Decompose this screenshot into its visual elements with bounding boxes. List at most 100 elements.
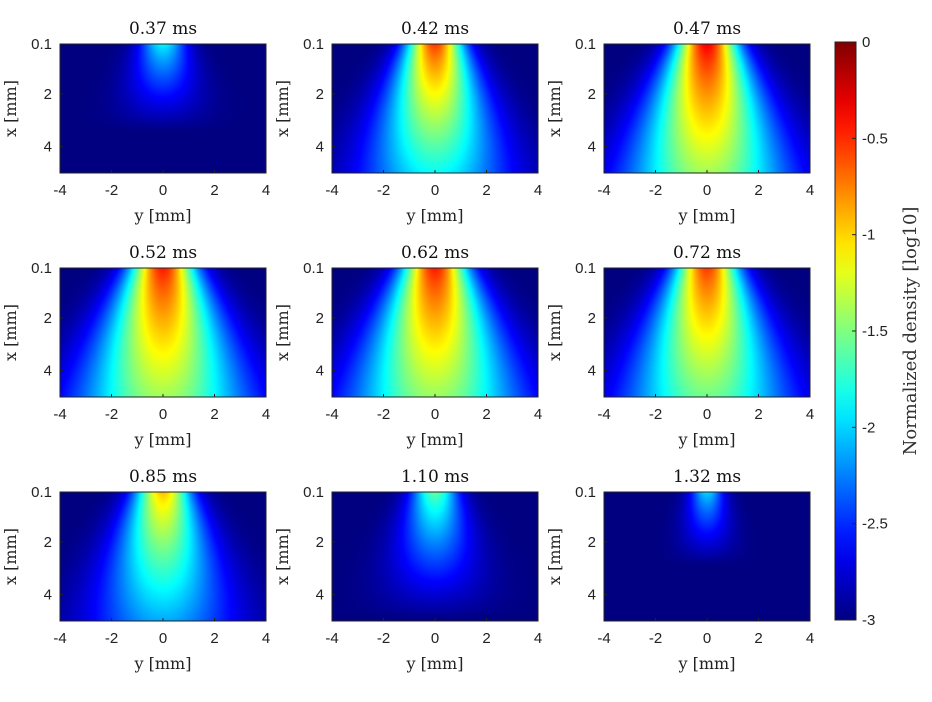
colorbar: 0 -0.5 -1 -1.5 -2 -2.5 -3 Normalized density [l…: [834, 34, 921, 629]
x-tick-label: -4: [325, 182, 338, 199]
x-axis-label: y [mm]: [134, 654, 192, 673]
y-tick-label: 4: [44, 363, 52, 380]
y-tick-label: 2: [316, 310, 324, 327]
y-tick-label: 2: [316, 86, 324, 103]
x-axis-label: y [mm]: [406, 654, 464, 673]
panel-5: 0.62 ms -4 -2 0 2 4 0.1 2 4 y [mm] x [mm]: [273, 243, 542, 449]
x-tick-label: -2: [105, 406, 118, 423]
x-axis-label: y [mm]: [406, 206, 464, 225]
x-axis-label: y [mm]: [678, 206, 736, 225]
panel-title: 0.47 ms: [673, 19, 741, 39]
panel-3: 0.47 ms -4 -2 0 2 4 0.1 2 4 y [mm] x [mm]: [545, 19, 814, 225]
x-tick-label: -2: [377, 630, 390, 647]
y-axis-label: x [mm]: [1, 304, 20, 361]
panel-title: 0.37 ms: [129, 19, 197, 39]
panel-9: 1.32 ms -4 -2 0 2 4 0.1 2 4 y [mm] x [mm]: [545, 467, 814, 673]
x-axis-label: y [mm]: [678, 430, 736, 449]
y-tick-label: 0.1: [303, 36, 324, 53]
y-tick-label: 0.1: [575, 36, 596, 53]
x-tick-label: 0: [703, 182, 711, 199]
x-tick-label: -4: [53, 182, 66, 199]
y-tick-label: 2: [588, 534, 596, 551]
y-tick-label: 2: [588, 310, 596, 327]
y-tick-label: 4: [316, 139, 324, 156]
x-tick-label: 2: [482, 182, 490, 199]
x-tick-label: -4: [597, 630, 610, 647]
y-tick-label: 4: [316, 587, 324, 604]
y-tick-label: 0.1: [575, 260, 596, 277]
panel-8: 1.10 ms -4 -2 0 2 4 0.1 2 4 y [mm] x [mm]: [273, 467, 542, 673]
panel-title: 1.32 ms: [673, 467, 741, 487]
y-tick-label: 4: [44, 139, 52, 156]
colorbar-tick-label: -2: [862, 419, 875, 436]
x-tick-label: -2: [105, 630, 118, 647]
x-tick-label: 4: [534, 182, 542, 199]
x-tick-label: 4: [262, 182, 270, 199]
heatmap-image: [604, 268, 810, 397]
heatmap-image: [332, 44, 538, 173]
panel-4: 0.52 ms -4 -2 0 2 4 0.1 2 4 y [mm] x [mm]: [1, 243, 270, 449]
heatmap-image: [332, 268, 538, 397]
y-tick-label: 4: [316, 363, 324, 380]
heatmap-image: [60, 492, 266, 621]
panel-7: 0.85 ms -4 -2 0 2 4 0.1 2 4 y [mm] x [mm]: [1, 467, 270, 673]
x-tick-label: -4: [325, 406, 338, 423]
y-tick-label: 0.1: [303, 260, 324, 277]
x-tick-label: 4: [806, 182, 814, 199]
panel-title: 0.72 ms: [673, 243, 741, 263]
x-tick-label: 0: [703, 630, 711, 647]
x-tick-label: -4: [53, 630, 66, 647]
x-tick-label: -2: [377, 182, 390, 199]
colorbar-tick-label: -3: [862, 612, 875, 629]
colorbar-tick-label: -1: [862, 227, 875, 244]
x-tick-label: -4: [597, 406, 610, 423]
x-tick-label: 2: [754, 406, 762, 423]
y-tick-label: 4: [588, 587, 596, 604]
x-tick-label: 2: [754, 630, 762, 647]
panel-title: 0.85 ms: [129, 467, 197, 487]
y-tick-label: 4: [588, 139, 596, 156]
panel-title: 0.42 ms: [401, 19, 469, 39]
y-tick-label: 0.1: [31, 260, 52, 277]
panel-title: 0.62 ms: [401, 243, 469, 263]
x-tick-label: 4: [534, 630, 542, 647]
x-tick-label: -2: [649, 630, 662, 647]
x-axis-label: y [mm]: [134, 430, 192, 449]
x-tick-label: 4: [534, 406, 542, 423]
x-tick-label: 0: [159, 406, 167, 423]
x-tick-label: -2: [649, 406, 662, 423]
x-tick-label: -2: [105, 182, 118, 199]
y-tick-label: 2: [316, 534, 324, 551]
y-tick-label: 4: [588, 363, 596, 380]
colorbar-tick-label: -0.5: [862, 130, 888, 147]
x-axis-label: y [mm]: [678, 654, 736, 673]
panel-6: 0.72 ms -4 -2 0 2 4 0.1 2 4 y [mm] x [mm]: [545, 243, 814, 449]
x-tick-label: 2: [482, 406, 490, 423]
x-tick-label: 2: [754, 182, 762, 199]
x-tick-label: 0: [431, 182, 439, 199]
panel-2: 0.42 ms -4 -2 0 2 4 0.1 2 4 y [mm] x [mm]: [273, 19, 542, 225]
heatmap-image: [332, 492, 538, 621]
x-tick-label: 4: [806, 406, 814, 423]
x-axis-label: y [mm]: [134, 206, 192, 225]
heatmap-image: [604, 492, 810, 621]
colorbar-tick-label: 0: [862, 34, 870, 51]
y-tick-label: 4: [44, 587, 52, 604]
x-tick-label: -4: [53, 406, 66, 423]
heatmap-image: [60, 268, 266, 397]
x-tick-label: 4: [262, 406, 270, 423]
y-axis-label: x [mm]: [545, 80, 564, 137]
y-axis-label: x [mm]: [273, 528, 292, 585]
y-axis-label: x [mm]: [545, 528, 564, 585]
colorbar-label: Normalized density [log10]: [900, 207, 921, 456]
y-axis-label: x [mm]: [1, 80, 20, 137]
y-tick-label: 2: [44, 310, 52, 327]
heatmap-image: [60, 44, 266, 173]
panel-title: 0.52 ms: [129, 243, 197, 263]
y-tick-label: 2: [44, 534, 52, 551]
x-tick-label: 2: [210, 630, 218, 647]
y-axis-label: x [mm]: [545, 304, 564, 361]
colorbar-tick-label: -1.5: [862, 323, 888, 340]
x-tick-label: 0: [431, 630, 439, 647]
